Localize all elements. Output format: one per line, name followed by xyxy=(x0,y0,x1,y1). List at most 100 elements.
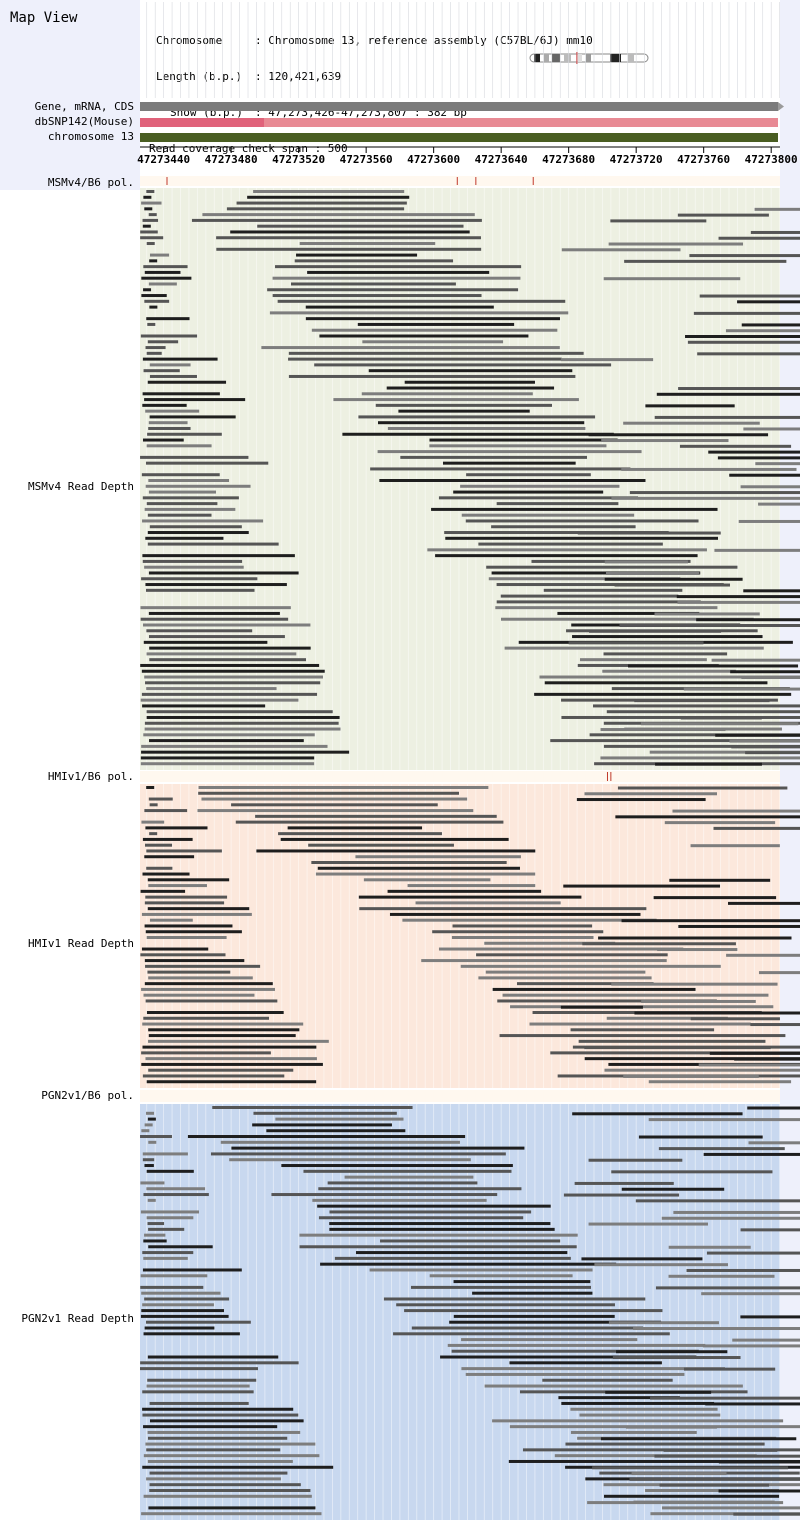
read xyxy=(144,855,195,859)
read xyxy=(718,236,800,240)
read xyxy=(144,721,339,725)
read xyxy=(141,987,275,991)
read xyxy=(311,328,558,332)
axis-tick-label: 47273800 xyxy=(744,153,798,166)
read xyxy=(143,369,180,373)
read xyxy=(750,230,800,234)
read xyxy=(296,253,418,257)
read xyxy=(485,970,646,974)
read xyxy=(698,1063,800,1067)
read xyxy=(570,1028,715,1032)
chromosome-ideogram[interactable] xyxy=(528,52,652,64)
read xyxy=(141,820,165,824)
pgn-panel xyxy=(140,1090,800,1520)
read xyxy=(146,1384,250,1388)
read xyxy=(731,745,800,749)
read xyxy=(640,722,799,726)
read xyxy=(634,1011,800,1015)
read xyxy=(143,1016,270,1020)
read xyxy=(140,889,186,893)
read xyxy=(146,715,340,719)
read xyxy=(358,895,582,899)
read xyxy=(614,583,731,587)
read xyxy=(608,1321,719,1325)
read xyxy=(378,421,585,425)
read xyxy=(370,467,631,471)
header-tracks[interactable] xyxy=(140,100,800,146)
read xyxy=(148,426,191,430)
read xyxy=(229,1158,471,1162)
read xyxy=(748,1141,800,1145)
read xyxy=(143,265,188,269)
read xyxy=(148,479,230,482)
read xyxy=(216,247,482,251)
axis-tick-label: 47273680 xyxy=(542,153,596,166)
read xyxy=(148,282,177,286)
read xyxy=(147,1378,257,1382)
read xyxy=(230,230,470,234)
read xyxy=(398,409,530,413)
read xyxy=(146,629,253,633)
axis-tick-label: 47273720 xyxy=(609,153,663,166)
read xyxy=(484,1384,743,1388)
read xyxy=(383,1297,646,1301)
read xyxy=(146,1187,206,1191)
read xyxy=(750,1023,800,1027)
read xyxy=(411,1326,644,1330)
read xyxy=(429,444,607,448)
gene-track-arrow xyxy=(778,102,784,111)
read xyxy=(235,820,504,824)
read xyxy=(387,889,542,893)
read xyxy=(598,936,792,940)
read xyxy=(449,1320,662,1324)
read xyxy=(147,1222,165,1226)
read xyxy=(359,907,647,911)
read xyxy=(145,1442,316,1446)
read xyxy=(606,1016,728,1020)
read xyxy=(142,1268,242,1272)
hmi-depth-label: HMIv1 Read Depth xyxy=(28,937,134,950)
read xyxy=(145,895,228,899)
read xyxy=(142,704,266,708)
read xyxy=(142,837,193,841)
read xyxy=(143,1256,188,1260)
read xyxy=(621,919,800,923)
read xyxy=(578,1039,766,1043)
read xyxy=(679,444,792,448)
read xyxy=(143,1193,209,1197)
read xyxy=(141,669,325,673)
read xyxy=(144,207,153,211)
read xyxy=(589,733,800,737)
read xyxy=(669,878,771,882)
read xyxy=(299,1233,578,1237)
read xyxy=(147,1117,156,1121)
read xyxy=(743,589,800,593)
read xyxy=(550,739,800,743)
read xyxy=(623,421,760,425)
read xyxy=(465,519,699,523)
read xyxy=(447,1343,706,1347)
read xyxy=(144,901,225,905)
read xyxy=(146,242,155,246)
read xyxy=(690,1017,780,1021)
read xyxy=(615,815,800,819)
read xyxy=(654,1454,800,1458)
read xyxy=(402,918,657,922)
read xyxy=(560,1005,643,1009)
read xyxy=(144,1164,154,1168)
read xyxy=(216,236,481,240)
read xyxy=(261,346,560,350)
read xyxy=(145,826,208,830)
read xyxy=(303,1169,512,1173)
read xyxy=(144,398,246,402)
read xyxy=(140,617,289,621)
read xyxy=(144,565,244,569)
read xyxy=(143,195,152,199)
read xyxy=(668,1274,775,1278)
read xyxy=(415,901,561,905)
read xyxy=(699,294,800,298)
snp-track-label: dbSNP142(Mouse) xyxy=(34,115,134,128)
read xyxy=(141,1051,271,1055)
read xyxy=(144,727,341,731)
